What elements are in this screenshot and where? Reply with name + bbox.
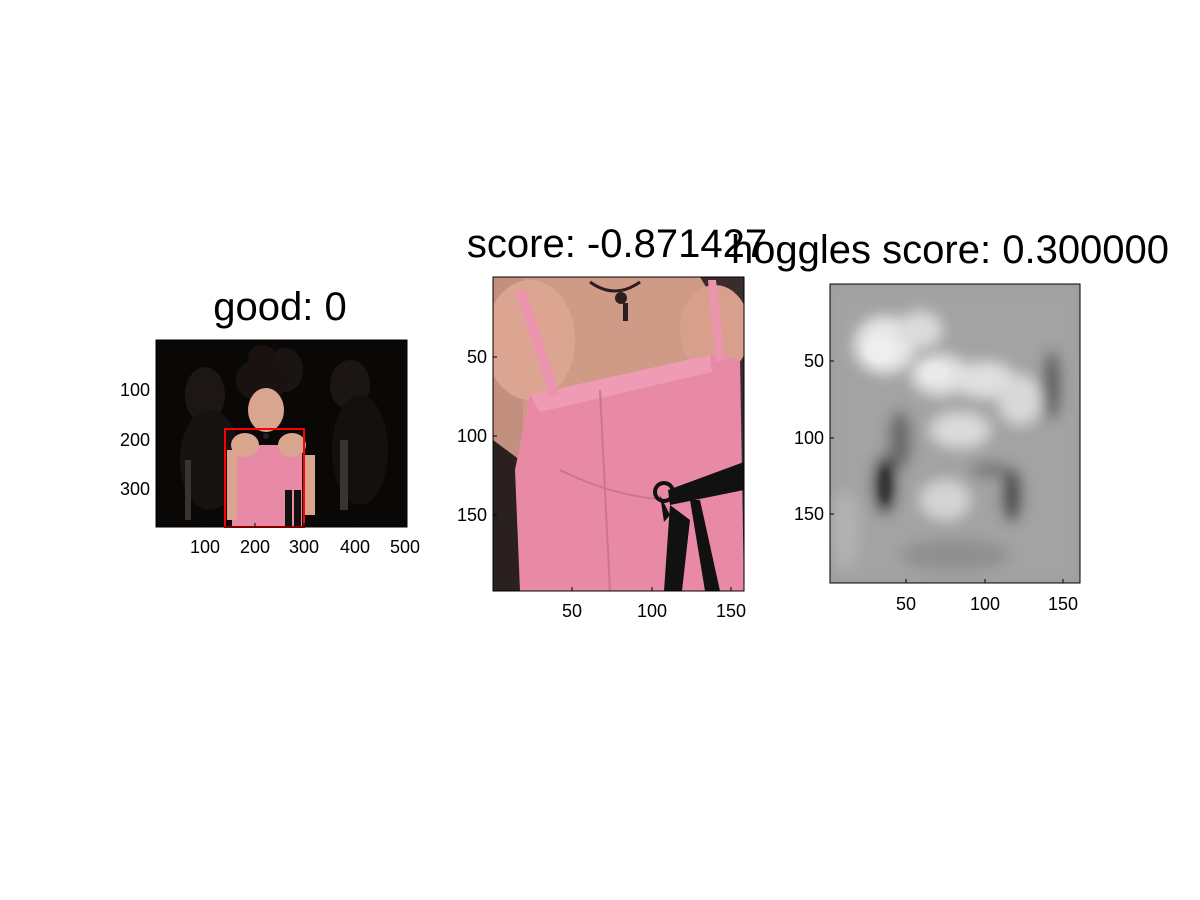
- hoggles-title: hoggles score: 0.300000: [731, 228, 1169, 272]
- y-tick-label: 150: [457, 505, 487, 525]
- hoggles-image: [830, 284, 1080, 583]
- crop-title: score: -0.871427: [467, 222, 767, 266]
- hoggles-panel: hoggles score: 0.300000: [731, 228, 1169, 614]
- x-tick-label: 50: [562, 601, 582, 621]
- y-tick-label: 50: [467, 347, 487, 367]
- overview-title: good: 0: [213, 285, 346, 329]
- y-tick-label: 100: [120, 380, 150, 400]
- y-tick-label: 150: [794, 504, 824, 524]
- x-tick-label: 200: [240, 537, 270, 557]
- overview-image: [156, 340, 407, 527]
- x-tick-label: 150: [716, 601, 746, 621]
- x-tick-label: 100: [190, 537, 220, 557]
- x-tick-label: 50: [896, 594, 916, 614]
- x-tick-label: 300: [289, 537, 319, 557]
- crop-image: [493, 277, 744, 591]
- y-tick-label: 100: [457, 426, 487, 446]
- y-tick-label: 300: [120, 479, 150, 499]
- x-tick-label: 100: [970, 594, 1000, 614]
- x-tick-label: 100: [637, 601, 667, 621]
- y-tick-label: 50: [804, 351, 824, 371]
- overview-panel: good: 0 100 200 300 400 500: [120, 285, 420, 557]
- y-tick-label: 100: [794, 428, 824, 448]
- crop-panel: score: -0.871427: [457, 222, 767, 621]
- y-tick-label: 200: [120, 430, 150, 450]
- x-tick-label: 400: [340, 537, 370, 557]
- x-tick-label: 150: [1048, 594, 1078, 614]
- x-tick-label: 500: [390, 537, 420, 557]
